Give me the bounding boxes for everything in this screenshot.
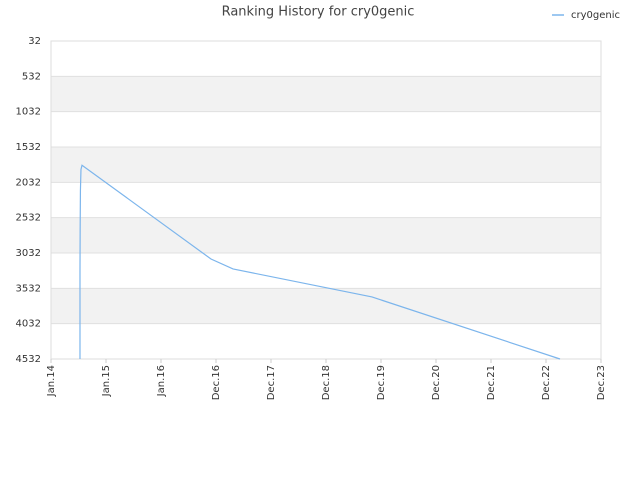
chart-title: Ranking History for cry0genic bbox=[222, 5, 415, 20]
x-tick-label: Jan.14 bbox=[46, 365, 57, 397]
y-tick-label: 2032 bbox=[16, 177, 41, 188]
x-tick-label: Dec.22 bbox=[541, 365, 552, 400]
y-tick-label: 32 bbox=[28, 36, 41, 47]
y-tick-label: 2532 bbox=[16, 213, 41, 224]
y-tick-label: 1032 bbox=[16, 107, 41, 118]
x-tick-label: Dec.20 bbox=[431, 365, 442, 400]
x-tick-label: Dec.16 bbox=[211, 365, 222, 400]
x-tick-label: Dec.17 bbox=[266, 365, 277, 400]
y-tick-label: 1532 bbox=[16, 142, 41, 153]
x-tick-label: Jan.15 bbox=[101, 365, 112, 397]
y-tick-label: 3532 bbox=[16, 283, 41, 294]
line-series bbox=[79, 164, 561, 360]
x-tick-label: Dec.23 bbox=[596, 365, 607, 400]
grid-band bbox=[51, 288, 601, 324]
x-tick-label: Dec.19 bbox=[376, 365, 387, 400]
x-tick-label: Dec.21 bbox=[486, 365, 497, 400]
y-tick-label: 4532 bbox=[16, 354, 41, 365]
grid-band bbox=[51, 147, 601, 183]
legend-label: cry0genic bbox=[571, 10, 620, 21]
x-tick-label: Dec.18 bbox=[321, 365, 332, 400]
y-tick-label: 3032 bbox=[16, 248, 41, 259]
x-tick-label: Jan.16 bbox=[156, 365, 167, 397]
y-tick-label: 4032 bbox=[16, 319, 41, 330]
grid-band bbox=[51, 76, 601, 112]
y-tick-label: 532 bbox=[22, 71, 41, 82]
grid-band bbox=[51, 217, 601, 253]
